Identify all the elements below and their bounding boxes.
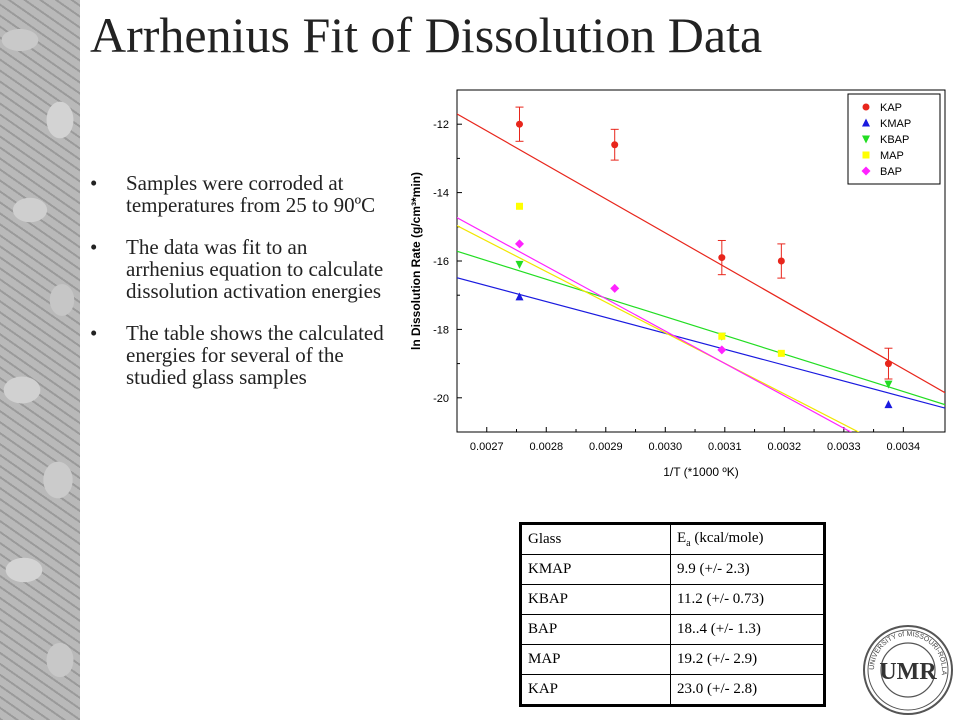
legend-marker-kbap bbox=[862, 135, 870, 144]
cell-energy: 9.9 (+/- 2.3) bbox=[670, 554, 825, 585]
y-axis-label: ln Dissolution Rate (g/cm³*min) bbox=[409, 172, 423, 350]
legend-label-kmap: KMAP bbox=[880, 118, 911, 130]
point-bap bbox=[514, 239, 524, 249]
point-bap bbox=[610, 283, 620, 293]
header-energy: Ea (kcal/mole) bbox=[670, 523, 825, 555]
bullet-item: • The data was fit to an arrhenius equati… bbox=[90, 236, 390, 302]
cell-energy: 11.2 (+/- 0.73) bbox=[670, 584, 825, 615]
cell-glass: KAP bbox=[520, 674, 671, 706]
legend-marker-map bbox=[862, 151, 870, 159]
y-tick-label: -14 bbox=[433, 188, 449, 200]
bullet-text: The table shows the calculated energies … bbox=[126, 321, 384, 389]
bullet-text: Samples were corroded at temperatures fr… bbox=[126, 171, 376, 217]
point-kap bbox=[718, 254, 726, 262]
y-tick-label: -20 bbox=[433, 393, 449, 405]
cell-glass: BAP bbox=[520, 614, 671, 645]
bullet-dot: • bbox=[90, 171, 98, 195]
header-energy-unit: (kcal/mole) bbox=[690, 530, 764, 546]
legend-label-map: MAP bbox=[880, 150, 904, 162]
legend-marker-bap bbox=[861, 166, 871, 176]
x-tick-label: 0.0030 bbox=[648, 441, 682, 453]
bullet-item: • Samples were corroded at temperatures f… bbox=[90, 172, 390, 216]
bullet-item: • The table shows the calculated energies… bbox=[90, 322, 390, 388]
cell-glass: KBAP bbox=[520, 584, 671, 615]
point-kap bbox=[515, 120, 523, 128]
cell-glass: MAP bbox=[520, 644, 671, 675]
legend-label-bap: BAP bbox=[880, 166, 902, 178]
table-row: KAP 23.0 (+/- 2.8) bbox=[520, 674, 825, 706]
legend-label-kap: KAP bbox=[880, 102, 902, 114]
arrhenius-chart: 0.0027 0.0028 0.0029 0.0030 0.0031 0.0032 0.00… bbox=[409, 89, 946, 479]
university-seal-icon: UNIVERSITY of MISSOURI-ROLLA UMR bbox=[863, 625, 953, 715]
legend-marker-kap bbox=[862, 103, 870, 111]
y-tick-label: -18 bbox=[433, 324, 449, 336]
fit-line-kmap bbox=[457, 277, 945, 409]
table-row: KBAP 11.2 (+/- 0.73) bbox=[520, 584, 825, 615]
x-tick-label: 0.0031 bbox=[708, 441, 742, 453]
cell-energy: 18..4 (+/- 1.3) bbox=[670, 614, 825, 645]
point-kap bbox=[884, 360, 892, 368]
x-tick-label: 0.0027 bbox=[470, 441, 504, 453]
marble-texture-strip bbox=[0, 0, 80, 720]
y-tick-label: -12 bbox=[433, 119, 449, 131]
point-kmap bbox=[884, 400, 893, 409]
bullet-text: The data was fit to an arrhenius equatio… bbox=[126, 235, 384, 303]
x-axis-label: 1/T (*1000 ºK) bbox=[663, 465, 739, 479]
table-row: BAP 18..4 (+/- 1.3) bbox=[520, 614, 825, 645]
bullet-dot: • bbox=[90, 321, 98, 345]
point-map bbox=[777, 349, 785, 357]
legend-label-kbap: KBAP bbox=[880, 134, 909, 146]
table-row: KMAP 9.9 (+/- 2.3) bbox=[520, 554, 825, 585]
table-header-row: Glass Ea (kcal/mole) bbox=[520, 523, 825, 555]
fit-line-bap bbox=[457, 217, 852, 432]
point-kap bbox=[611, 141, 619, 149]
point-map bbox=[718, 332, 726, 340]
x-tick-label: 0.0032 bbox=[767, 441, 801, 453]
fit-line-map bbox=[457, 225, 860, 432]
slide-title: Arrhenius Fit of Dissolution Data bbox=[90, 7, 763, 63]
activation-energy-table: Glass Ea (kcal/mole) KMAP 9.9 (+/- 2.3) K… bbox=[519, 522, 826, 707]
header-energy-subscript: a bbox=[686, 538, 691, 549]
point-kap bbox=[777, 257, 785, 265]
point-kmap bbox=[515, 292, 524, 301]
seal-letters: UMR bbox=[879, 659, 937, 685]
bullet-list: • Samples were corroded at temperatures f… bbox=[90, 172, 390, 408]
x-tick-label: 0.0034 bbox=[887, 441, 921, 453]
legend-marker-kmap bbox=[862, 118, 870, 127]
fit-line-kbap bbox=[457, 250, 945, 406]
point-bap bbox=[717, 345, 727, 355]
bullet-dot: • bbox=[90, 235, 98, 259]
cell-glass: KMAP bbox=[520, 554, 671, 585]
header-glass: Glass bbox=[520, 523, 671, 555]
header-energy-symbol: E bbox=[677, 530, 687, 546]
cell-energy: 23.0 (+/- 2.8) bbox=[670, 674, 825, 706]
x-tick-label: 0.0029 bbox=[589, 441, 623, 453]
x-tick-label: 0.0028 bbox=[529, 441, 563, 453]
point-kbap bbox=[884, 380, 893, 389]
x-tick-label: 0.0033 bbox=[827, 441, 861, 453]
point-map bbox=[515, 202, 523, 210]
cell-energy: 19.2 (+/- 2.9) bbox=[670, 644, 825, 675]
y-tick-label: -16 bbox=[433, 256, 449, 268]
fit-line-kap bbox=[457, 113, 945, 394]
table-row: MAP 19.2 (+/- 2.9) bbox=[520, 644, 825, 675]
point-kbap bbox=[515, 260, 524, 269]
